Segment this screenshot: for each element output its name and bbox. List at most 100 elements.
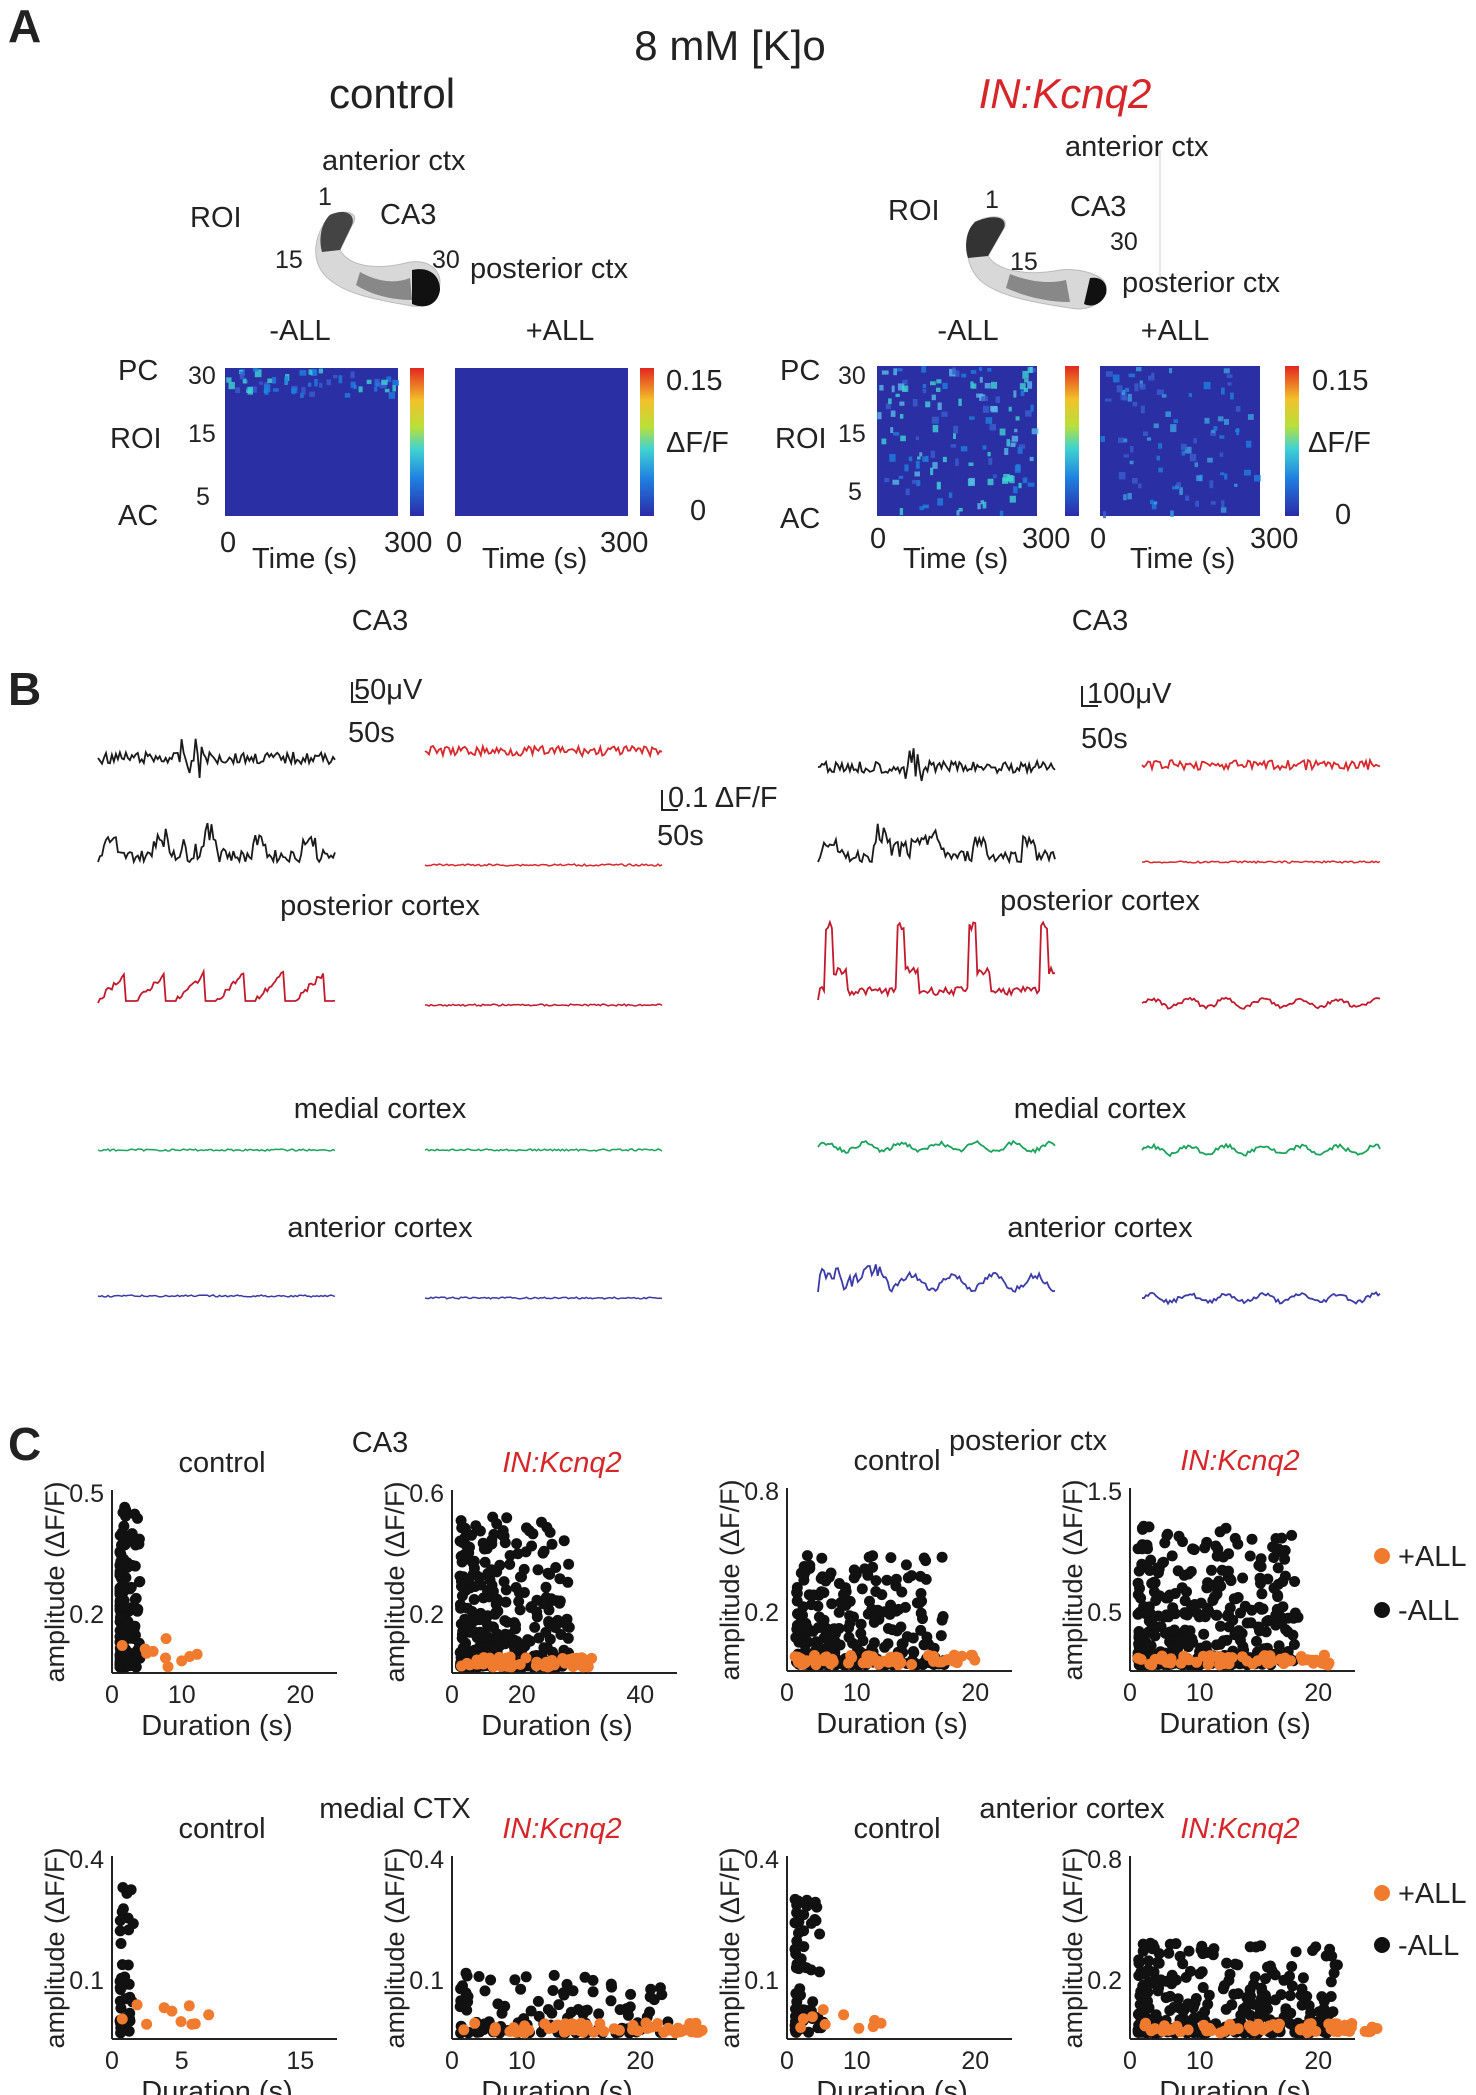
scatter-3-x-label: Duration (s): [1159, 1708, 1311, 1740]
scatter-3-point: [1135, 1653, 1147, 1665]
heatmap-pixel: [1017, 446, 1023, 454]
heatmap-pixel: [1161, 394, 1167, 398]
scatter-2-point: [951, 1656, 963, 1667]
heatmap-pixel: [1031, 428, 1039, 435]
scatter-3-point: [1223, 1621, 1235, 1633]
heatmap-pixel: [942, 456, 947, 463]
y-label-pc-2: PC: [780, 355, 820, 387]
condition-title-control: control: [329, 70, 455, 117]
scatter-6-point: [853, 2022, 865, 2034]
roi-map-mid: [356, 272, 412, 300]
scatter-7-point: [1152, 1956, 1164, 1968]
heatmap-pixel: [1010, 439, 1017, 445]
scatter-0-x-tick: 10: [168, 1681, 196, 1709]
scatter-3-point: [1137, 1630, 1149, 1642]
scatter-5-point: [641, 2023, 653, 2034]
roi-number-30-2: 30: [1110, 228, 1138, 256]
heatmap-pixel: [1151, 501, 1157, 510]
scatter-3-point: [1214, 1659, 1226, 1671]
scatter-2-point: [906, 1659, 918, 1670]
scatter-6-point: [790, 1917, 802, 1929]
heatmap-pixel: [919, 506, 925, 511]
heatmap-pixel: [922, 384, 927, 388]
heatmap-pixel: [884, 477, 890, 483]
scatter-2-point: [813, 1641, 824, 1652]
scatter-3-y-label: amplitude (ΔF/F): [1058, 1479, 1088, 1680]
scatter-1-x-label: Duration (s): [481, 1710, 633, 1742]
heatmap-pixel: [1209, 480, 1214, 489]
calcium-trace-medial-control-plus: [424, 1148, 663, 1152]
roi-map-dark-end: [412, 269, 440, 307]
scatter-1-point: [555, 1629, 567, 1640]
heatmap-pixel: [1139, 383, 1146, 390]
roi-map-dark-end-2: [1084, 277, 1107, 306]
heatmap-pixel: [1184, 446, 1192, 454]
y-tick-15: 15: [188, 420, 216, 448]
scatter-7-point: [1294, 2023, 1306, 2035]
scatter-1-point: [471, 1613, 483, 1625]
scatter-2-point: [873, 1658, 885, 1670]
scatter-7-point: [1278, 1974, 1290, 1986]
x-axis-label-c: Time (s): [903, 543, 1008, 575]
scatter-3-point: [1158, 1611, 1170, 1623]
heatmap-pixel: [895, 393, 900, 398]
heatmap-pixel: [1172, 486, 1179, 490]
scatter-4-point: [115, 1938, 127, 1949]
heatmap-pixel: [1176, 482, 1182, 488]
x-axis-label-b: Time (s): [482, 543, 587, 575]
scatter-1-point: [558, 1644, 570, 1656]
scatter-5-point: [485, 1974, 497, 1986]
heatmap-pixel: [1032, 368, 1036, 373]
heatmap-pixel: [1173, 419, 1179, 423]
scatter-1-point: [521, 1522, 532, 1534]
heatmap-pixel: [1210, 431, 1217, 436]
heatmap-kcnq2-plus-hotspots: [1100, 367, 1261, 519]
heatmap-pixel: [1013, 390, 1017, 398]
scatter-3-y-tick: 0.5: [1087, 1599, 1122, 1627]
scatter-7-point: [1318, 1995, 1330, 2007]
scatter-3-point: [1272, 1562, 1284, 1574]
heatmap-pixel: [987, 367, 992, 372]
scatter-5-x-tick: 0: [445, 2047, 459, 2075]
heatmap-pixel: [1124, 387, 1130, 393]
heatmap-pixel: [984, 382, 991, 389]
heatmap-pixel: [1203, 381, 1211, 390]
scatter-4-point: [115, 2022, 127, 2034]
heatmap-pixel: [319, 382, 323, 388]
heatmap-pixel: [937, 498, 944, 506]
scatter-2-point: [801, 1621, 813, 1633]
region-label-medial-control: medial cortex: [294, 1093, 467, 1125]
scatter-3-point: [1160, 1592, 1172, 1604]
scatter-7-point: [1235, 2009, 1247, 2021]
scale-time-control: 50s: [348, 717, 395, 749]
scatter-0-point: [191, 1648, 203, 1660]
x-tick-0-b: 0: [446, 527, 462, 559]
heatmap-pixel: [1014, 428, 1018, 433]
scatter-3-point: [1277, 1601, 1289, 1613]
scatter-5-point: [598, 2025, 610, 2037]
heatmap-pixel: [1112, 374, 1120, 383]
scatter-2-point: [900, 1559, 912, 1571]
legend-marker-minus: [1374, 1602, 1390, 1618]
heatmap-pixel: [379, 382, 387, 389]
heatmap-pixel: [908, 456, 913, 462]
heatmap-pixel: [989, 423, 996, 431]
scatter-6-point: [793, 1940, 805, 1952]
heatmap-pixel: [1024, 379, 1029, 383]
heatmap-pixel: [936, 481, 941, 490]
heatmap-control-plus: [455, 368, 628, 516]
scatter-4-point: [175, 2016, 187, 2028]
heatmap-pixel: [942, 382, 948, 389]
scatter-6-point: [795, 2022, 807, 2033]
scatter-5-point: [564, 2021, 576, 2033]
scatter-3-point: [1215, 1580, 1227, 1592]
scatter-5-point: [652, 2018, 663, 2029]
scatter-2-point: [815, 1573, 827, 1584]
heatmap-pixel: [899, 401, 905, 406]
y-tick-15-2: 15: [838, 420, 866, 448]
region-label-medial-kcnq2: medial cortex: [1014, 1093, 1187, 1125]
scatter-5-point: [696, 2024, 708, 2036]
heatmap-pixel: [1132, 478, 1138, 484]
panel-c-scatter-plots: control amplitude (ΔF/F) Duration (s) 0 10 20…: [40, 1445, 1383, 2095]
heatmap-pixel: [272, 376, 277, 384]
